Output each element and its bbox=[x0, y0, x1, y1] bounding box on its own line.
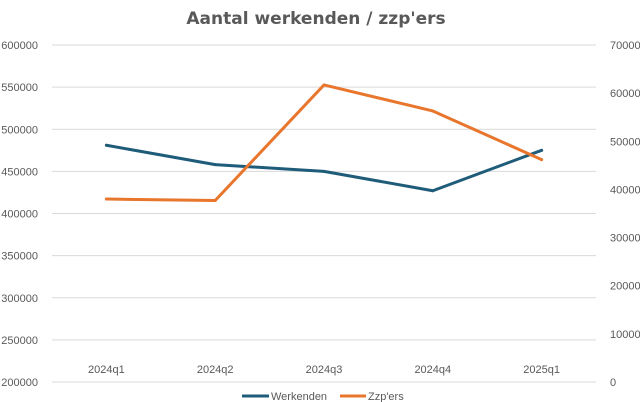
left-tick-label: 600000 bbox=[1, 40, 38, 52]
left-tick-label: 400000 bbox=[1, 209, 38, 221]
series-line-zzpers bbox=[104, 83, 544, 203]
left-tick-label: 500000 bbox=[1, 124, 38, 136]
data-point-zzpers bbox=[322, 83, 326, 87]
x-axis-ticks: 2024q1 2024q2 2024q3 2024q4 2025q1 bbox=[88, 364, 560, 376]
right-axis-ticks: 70000 60000 50000 40000 30000 20000 10000 0 bbox=[610, 40, 640, 389]
data-point-zzpers bbox=[540, 158, 544, 162]
x-tick-label: 2024q1 bbox=[88, 364, 125, 376]
right-tick-label: 10000 bbox=[610, 329, 640, 341]
right-tick-label: 40000 bbox=[610, 184, 640, 196]
legend-label-werkenden: Werkenden bbox=[271, 391, 327, 402]
data-point-zzpers bbox=[104, 197, 108, 201]
series-lines bbox=[104, 83, 544, 203]
x-tick-label: 2024q2 bbox=[197, 364, 234, 376]
data-point-zzpers bbox=[213, 199, 217, 203]
series-line-werkenden bbox=[104, 143, 544, 193]
chart-title: Aantal werkenden / zzp'ers bbox=[186, 9, 445, 29]
left-tick-label: 300000 bbox=[1, 293, 38, 305]
left-tick-label: 550000 bbox=[1, 82, 38, 94]
data-point-werkenden bbox=[213, 163, 217, 167]
data-point-werkenden bbox=[322, 169, 326, 173]
right-tick-label: 0 bbox=[610, 377, 616, 389]
right-tick-label: 20000 bbox=[610, 281, 640, 293]
right-tick-label: 60000 bbox=[610, 88, 640, 100]
right-tick-label: 30000 bbox=[610, 233, 640, 245]
left-tick-label: 250000 bbox=[1, 335, 38, 347]
data-point-werkenden bbox=[104, 143, 108, 147]
left-tick-label: 200000 bbox=[1, 377, 38, 389]
right-tick-label: 50000 bbox=[610, 136, 640, 148]
data-point-werkenden bbox=[540, 148, 544, 152]
data-point-werkenden bbox=[431, 189, 435, 193]
left-axis-ticks: 600000 550000 500000 450000 400000 350000 3000… bbox=[1, 40, 38, 389]
x-tick-label: 2025q1 bbox=[523, 364, 560, 376]
left-tick-label: 450000 bbox=[1, 166, 38, 178]
legend-label-zzpers: Zzp'ers bbox=[368, 391, 404, 402]
gridlines bbox=[52, 44, 596, 383]
x-tick-label: 2024q4 bbox=[414, 364, 451, 376]
right-tick-label: 70000 bbox=[610, 40, 640, 52]
x-tick-label: 2024q3 bbox=[306, 364, 343, 376]
left-tick-label: 350000 bbox=[1, 251, 38, 263]
data-point-zzpers bbox=[431, 109, 435, 113]
legend: Werkenden Zzp'ers bbox=[242, 391, 404, 402]
